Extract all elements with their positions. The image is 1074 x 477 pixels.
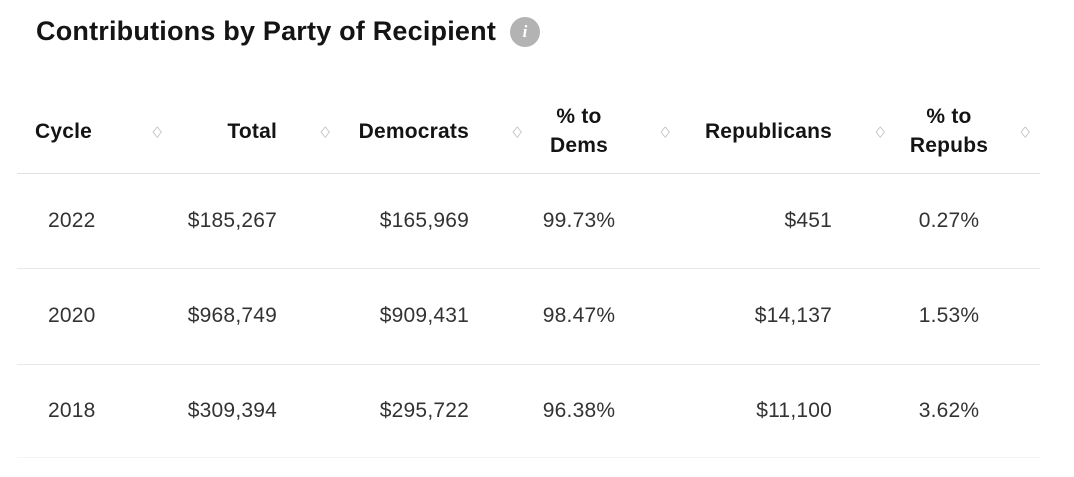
cell-democrats: $909,431 [323,268,515,365]
table-header: Cycle ◇ Total ◇ Democrats ◇ % to Dems ◇ … [17,90,1040,174]
column-label: Republicans [704,119,832,143]
cell-republicans: $14,137 [663,268,878,365]
cell-total: $968,749 [155,268,323,365]
column-label: Democrats [358,119,469,143]
cell-cycle: 2022 [17,173,155,269]
cell-total: $185,267 [155,173,323,269]
header-row: Cycle ◇ Total ◇ Democrats ◇ % to Dems ◇ … [17,90,1040,174]
column-label: % to Repubs [909,104,989,158]
cell-democrats: $295,722 [323,364,515,458]
contributions-table: Cycle ◇ Total ◇ Democrats ◇ % to Dems ◇ … [17,90,1040,458]
column-label: Total [227,119,277,143]
column-header-pct-to-dems[interactable]: % to Dems ◇ [515,90,670,174]
cell-cycle: 2020 [17,268,155,365]
table-body: 2022 $185,267 $165,969 99.73% $451 0.27%… [17,173,1040,458]
column-label: % to Dems [550,104,608,158]
cell-pct-to-dems: 96.38% [515,364,663,458]
cell-pct-to-dems: 98.47% [515,268,663,365]
cell-democrats: $165,969 [323,173,515,269]
title-row: Contributions by Party of Recipient i [36,14,1074,48]
cell-republicans: $11,100 [663,364,878,458]
column-header-cycle[interactable]: Cycle ◇ [17,90,162,174]
column-header-republicans[interactable]: Republicans ◇ [663,90,885,174]
column-header-pct-to-repubs[interactable]: % to Repubs ◇ [878,90,1040,174]
page: Contributions by Party of Recipient i Cy… [0,14,1074,458]
cell-total: $309,394 [155,364,323,458]
table-row: 2018 $309,394 $295,722 96.38% $11,100 3.… [17,364,1040,458]
page-title: Contributions by Party of Recipient [36,15,497,46]
cell-pct-to-repubs: 1.53% [878,268,1040,365]
cell-republicans: $451 [663,173,878,269]
column-header-total[interactable]: Total ◇ [155,90,330,174]
cell-pct-to-repubs: 3.62% [878,364,1040,458]
cell-pct-to-dems: 99.73% [515,173,663,269]
sort-icon[interactable]: ◇ [1020,122,1030,140]
column-header-democrats[interactable]: Democrats ◇ [323,90,522,174]
cell-cycle: 2018 [17,364,155,458]
cell-pct-to-repubs: 0.27% [878,173,1040,269]
column-label: Cycle [35,119,93,143]
table-row: 2022 $185,267 $165,969 99.73% $451 0.27% [17,173,1040,269]
table-row: 2020 $968,749 $909,431 98.47% $14,137 1.… [17,268,1040,365]
info-icon[interactable]: i [510,17,541,47]
